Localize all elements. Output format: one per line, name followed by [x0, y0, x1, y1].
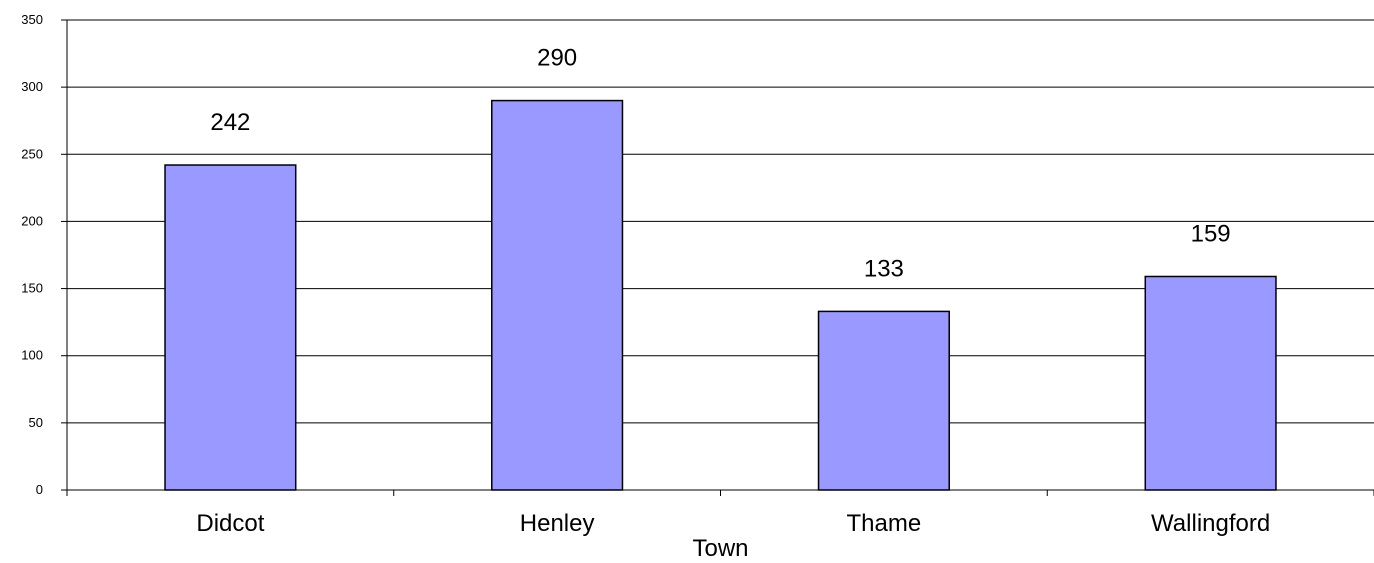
y-tick-label: 50	[29, 415, 43, 430]
data-label: 159	[1191, 220, 1231, 247]
bar-henley	[491, 99, 624, 491]
data-label: 133	[864, 255, 904, 282]
data-label: 242	[210, 109, 250, 136]
y-tick-label: 0	[36, 482, 43, 497]
y-tick-label: 250	[21, 146, 43, 161]
data-label: 290	[537, 45, 577, 72]
x-axis-title: Town	[692, 535, 748, 562]
x-axis-ticks: Didcot Henley Thame Wallingford	[66, 490, 1374, 537]
x-tick-label: Didcot	[196, 510, 264, 537]
y-tick-label: 300	[21, 79, 43, 94]
y-tick-label: 350	[21, 12, 43, 27]
bar-didcot	[164, 164, 297, 491]
x-tick-label: Henley	[520, 510, 595, 537]
bar-thame	[817, 310, 950, 491]
bar-wallingford	[1144, 275, 1277, 491]
x-tick-label: Thame	[847, 510, 922, 537]
y-axis-ticks: 0 50 100 150 200 250 300 350	[21, 12, 67, 497]
y-tick-label: 150	[21, 281, 43, 296]
y-tick-label: 100	[21, 348, 43, 363]
x-tick-label: Wallingford	[1151, 510, 1270, 537]
bars	[164, 99, 1277, 491]
data-labels: 242 290 133 159	[210, 45, 1230, 283]
y-tick-label: 200	[21, 213, 43, 228]
